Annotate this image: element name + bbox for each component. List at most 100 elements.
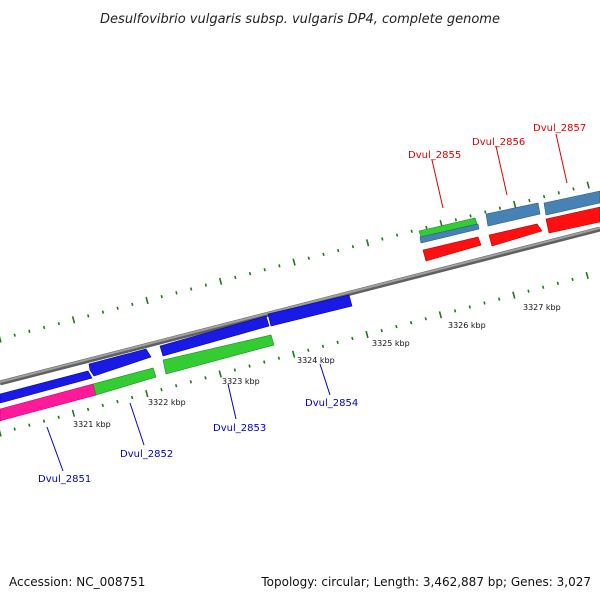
scale-tick xyxy=(0,429,2,437)
gene-steel-2[interactable] xyxy=(485,202,541,227)
scale-tick xyxy=(351,244,355,249)
scale-label: 3326 kbp xyxy=(448,321,486,330)
gene-label-dvul-2853[interactable]: Dvul_2853 xyxy=(213,423,266,434)
leader-line xyxy=(319,363,331,396)
scale-tick xyxy=(131,302,134,307)
scale-tick xyxy=(381,237,384,241)
gene-label-dvul-2854[interactable]: Dvul_2854 xyxy=(305,398,358,409)
scale-tick xyxy=(424,317,427,321)
scale-tick xyxy=(28,329,31,333)
scale-tick xyxy=(233,368,237,372)
scale-tick xyxy=(527,289,530,293)
scale-tick xyxy=(395,233,399,237)
scale-tick xyxy=(380,328,383,333)
scale-tick xyxy=(101,403,104,408)
scale-tick xyxy=(145,296,149,305)
scale-tick xyxy=(322,252,325,257)
right-gene-cluster xyxy=(418,190,600,262)
scale-tick xyxy=(321,344,325,348)
scale-tick xyxy=(101,310,105,314)
scale-tick xyxy=(498,206,502,210)
gene-blue-1[interactable] xyxy=(0,370,93,404)
leader-line xyxy=(129,402,145,446)
genome-summary-text: Topology: circular; Length: 3,462,887 bp… xyxy=(260,575,591,589)
scale-tick xyxy=(218,370,222,378)
scale-tick xyxy=(248,364,251,368)
gene-steel-small[interactable] xyxy=(419,223,480,244)
scale-tick xyxy=(116,399,119,404)
scale-tick xyxy=(71,316,76,324)
scale-tick xyxy=(130,395,134,400)
leader-line xyxy=(227,383,237,420)
scale-tick xyxy=(512,291,516,299)
scale-tick xyxy=(351,336,354,341)
scale-tick xyxy=(542,194,546,199)
gene-blue-2[interactable] xyxy=(88,348,152,377)
scale-tick xyxy=(395,324,398,329)
gene-red-1[interactable] xyxy=(422,236,482,262)
scale-tick xyxy=(263,360,266,364)
scale-tick xyxy=(13,427,16,431)
gene-red-2[interactable] xyxy=(488,223,543,247)
scale-labels: 3321 kbp 3322 kbp 3323 kbp 3324 kbp 3325… xyxy=(73,303,561,429)
gene-red-3[interactable] xyxy=(545,206,600,234)
scale-tick xyxy=(42,325,46,330)
scale-tick xyxy=(469,214,472,218)
scale-tick xyxy=(57,321,60,326)
scale-label: 3325 kbp xyxy=(372,339,410,348)
scale-tick xyxy=(145,390,149,398)
scale-tick xyxy=(175,384,178,388)
scale-tick xyxy=(528,198,531,203)
scale-tick xyxy=(204,376,207,380)
gene-label-dvul-2851[interactable]: Dvul_2851 xyxy=(38,474,91,485)
scale-tick xyxy=(337,248,340,253)
gene-steel-3[interactable] xyxy=(543,190,600,216)
gene-green-1[interactable] xyxy=(92,367,157,396)
accession-text: Accession: NC_008751 xyxy=(9,575,145,589)
gene-green-2[interactable] xyxy=(162,334,275,375)
scale-tick xyxy=(263,268,266,272)
scale-tick xyxy=(557,191,560,195)
reverse-strand-genes xyxy=(0,334,275,422)
gene-magenta[interactable] xyxy=(0,383,97,422)
scale-label: 3321 kbp xyxy=(73,420,111,429)
scale-tick xyxy=(409,321,413,325)
gene-label-dvul-2852[interactable]: Dvul_2852 xyxy=(120,449,173,460)
scale-tick xyxy=(307,348,310,352)
lower-tick-ring xyxy=(0,271,589,437)
gene-label-dvul-2855[interactable]: Dvul_2855 xyxy=(408,150,461,161)
scale-label: 3323 kbp xyxy=(222,377,260,386)
gene-labels: Dvul_2851 Dvul_2852 Dvul_2853 Dvul_2854 … xyxy=(38,123,586,485)
leader-line xyxy=(495,145,508,196)
gene-blue-4[interactable] xyxy=(267,294,353,327)
scale-tick xyxy=(28,423,31,427)
gene-label-dvul-2856[interactable]: Dvul_2856 xyxy=(472,137,525,148)
scale-tick xyxy=(513,200,517,208)
leader-line xyxy=(46,426,64,472)
scale-tick xyxy=(278,264,281,268)
scale-tick xyxy=(175,291,178,295)
scale-tick xyxy=(410,229,413,233)
scale-tick xyxy=(556,281,560,285)
scale-tick xyxy=(307,256,310,260)
scale-tick xyxy=(483,301,486,305)
scale-tick xyxy=(365,330,369,339)
gene-label-dvul-2857[interactable]: Dvul_2857 xyxy=(533,123,586,134)
scale-tick xyxy=(497,297,501,301)
scale-tick xyxy=(571,277,574,282)
scale-tick xyxy=(572,187,575,191)
scale-tick xyxy=(248,271,252,276)
scale-tick xyxy=(542,285,545,289)
leader-line xyxy=(431,159,444,209)
scale-tick xyxy=(425,225,428,230)
map-title: Desulfovibrio vulgaris subsp. vulgaris D… xyxy=(100,12,500,27)
scale-tick xyxy=(71,409,76,417)
gene-blue-3[interactable] xyxy=(159,315,270,357)
scale-tick xyxy=(87,314,90,318)
scale-label: 3322 kbp xyxy=(148,398,186,407)
scale-tick xyxy=(468,305,471,309)
scale-tick xyxy=(586,181,590,189)
scale-tick xyxy=(86,407,90,412)
